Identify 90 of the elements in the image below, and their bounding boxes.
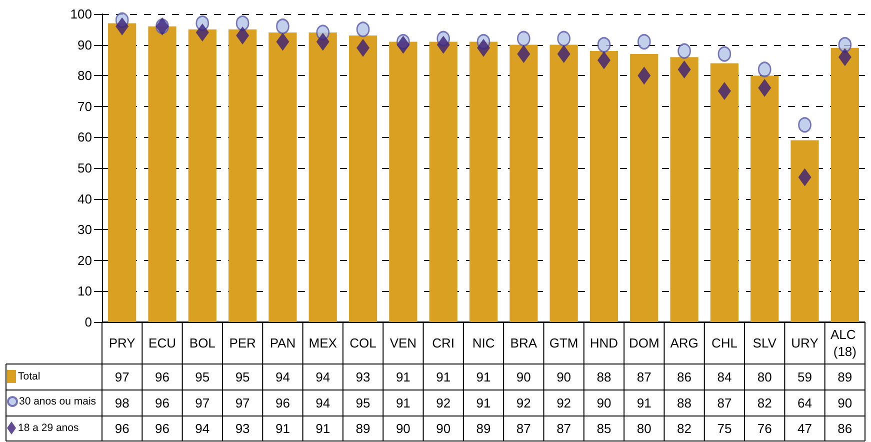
data-label: 87 [556,421,572,436]
data-label: 87 [636,370,652,384]
data-label: 97 [114,370,130,384]
data-label: 87 [717,396,732,410]
y-tick-label: 80 [78,68,92,84]
data-label: 91 [396,396,410,410]
y-tick-label: 60 [78,130,92,145]
data-label: 59 [798,370,812,384]
data-label: 91 [476,370,491,384]
data-label: 92 [436,396,451,410]
data-label: 90 [516,370,531,384]
x-tick-label: COL [350,336,376,350]
y-tick-label: 50 [78,160,92,176]
data-label: 89 [838,370,852,384]
data-label: 75 [717,421,732,436]
y-tick-label: 40 [78,191,92,206]
x-tick-label: PRY [108,336,136,350]
data-label: 90 [838,396,852,410]
x-tick-label: BRA [510,336,538,350]
x-tick-label: ECU [148,336,176,350]
y-tick-label: 20 [78,252,92,268]
data-label: 95 [356,396,370,410]
data-label: 80 [636,421,652,436]
data-label: 87 [516,421,531,436]
data-label: 94 [195,421,210,436]
data-label: 89 [476,421,491,436]
y-tick-label: 70 [78,98,92,114]
data-label: 93 [356,370,370,384]
x-tick-label: ALC (18) [830,327,860,359]
data-label: 94 [275,370,290,384]
data-label: 96 [275,396,290,410]
x-tick-label: PAN [270,336,296,350]
legend-label: Total [18,370,40,382]
x-tick-label: VEN [390,336,417,350]
data-label: 96 [155,370,170,384]
data-label: 88 [677,396,692,410]
data-label: 92 [516,396,531,410]
data-label: 97 [195,396,210,410]
data-label: 93 [235,421,250,436]
data-label: 91 [316,421,330,436]
data-label: 94 [316,396,330,410]
x-tick-label: CRI [432,336,455,350]
data-label: 98 [114,396,130,410]
data-label: 94 [316,370,330,384]
x-tick-label: GTM [549,336,578,350]
data-label: 91 [396,370,410,384]
data-label: 92 [556,396,572,410]
data-label: 97 [235,396,250,410]
data-label: 96 [114,421,130,436]
data-label: 90 [596,396,612,410]
data-label: 96 [155,421,170,436]
data-label: 82 [677,421,692,436]
x-tick-label: NIC [472,336,495,350]
x-tick-label: MEX [308,336,338,350]
data-label: 64 [798,396,812,410]
data-label: 85 [596,421,612,436]
data-label: 86 [838,421,852,436]
x-tick-label: SLV [752,336,777,350]
data-label: 90 [556,370,572,384]
legend-label: 30 anos ou mais [19,396,96,408]
data-label: 90 [396,421,410,436]
data-label: 91 [436,370,451,384]
y-tick-label: 10 [78,284,92,299]
data-label: 80 [757,370,772,384]
data-label: 91 [636,396,652,410]
data-label: 96 [155,396,170,410]
y-tick-label: 100 [70,6,92,22]
data-label: 95 [235,370,250,384]
data-label: 91 [275,421,290,436]
x-tick-label: PER [229,336,256,350]
y-tick-label: 0 [84,314,92,330]
data-label: 47 [798,421,812,436]
x-tick-label: BOL [189,336,216,350]
data-label: 88 [596,370,612,384]
data-label: 82 [757,396,772,410]
legend-label: 18 a 29 anos [18,422,79,434]
data-label: 84 [717,370,732,384]
y-tick-label: 90 [78,37,92,52]
x-tick-label: URY [791,336,819,350]
x-tick-label: DOM [628,336,660,350]
x-tick-label: HND [590,336,618,350]
data-label: 89 [356,421,370,436]
data-label: 95 [195,370,210,384]
data-label: 90 [436,421,451,436]
data-label: 86 [677,370,692,384]
x-tick-label: CHL [711,336,738,350]
x-tick-label: ARG [670,336,698,350]
data-label: 76 [757,421,772,436]
data-label: 91 [476,396,491,410]
y-tick-label: 30 [78,222,92,238]
